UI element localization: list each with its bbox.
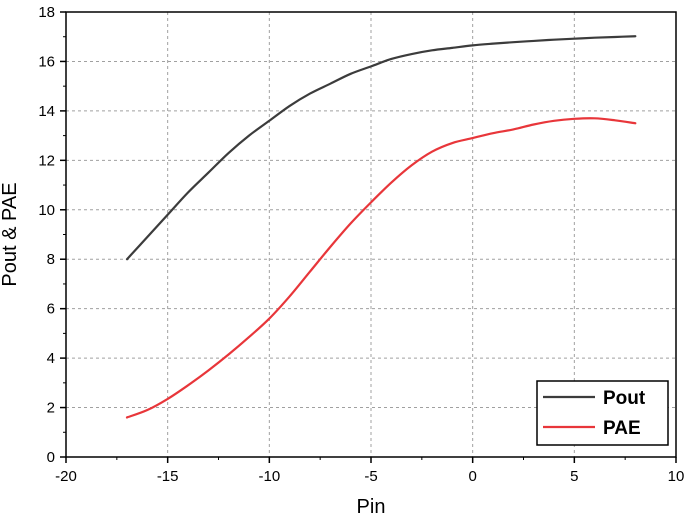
x-tick-label: 10 bbox=[668, 468, 685, 485]
y-tick-label: 8 bbox=[47, 251, 55, 268]
y-tick-label: 0 bbox=[47, 449, 55, 466]
grid bbox=[66, 12, 676, 457]
x-axis-title: Pin bbox=[357, 496, 386, 518]
y-tick-label: 16 bbox=[38, 53, 55, 70]
legend-label-pout: Pout bbox=[603, 388, 646, 409]
series-line-pout bbox=[125, 35, 637, 261]
y-tick-label: 14 bbox=[38, 103, 55, 120]
legend: Pout PAE bbox=[536, 380, 669, 446]
x-tick-label: -15 bbox=[157, 468, 179, 485]
x-tick-label: 5 bbox=[570, 468, 578, 485]
legend-box bbox=[536, 380, 669, 446]
ticks bbox=[60, 11, 677, 463]
tick-labels: -20 -15 -10 -5 0 5 10 0 2 4 6 8 10 12 14 16 18 bbox=[38, 4, 684, 485]
series-layer bbox=[125, 35, 637, 419]
y-tick-label: 12 bbox=[38, 152, 55, 169]
x-tick-label: -10 bbox=[258, 468, 280, 485]
y-tick-label: 2 bbox=[47, 400, 55, 417]
y-tick-label: 4 bbox=[47, 350, 55, 367]
y-tick-label: 10 bbox=[38, 202, 55, 219]
y-tick-label: 6 bbox=[47, 301, 55, 318]
x-tick-label: 0 bbox=[468, 468, 476, 485]
series-line-pae bbox=[125, 117, 637, 419]
x-tick-label: -5 bbox=[364, 468, 377, 485]
y-axis-title: Pout & PAE bbox=[0, 182, 21, 286]
y-tick-label: 18 bbox=[38, 4, 55, 21]
legend-label-pae: PAE bbox=[603, 418, 641, 439]
x-tick-label: -20 bbox=[55, 468, 77, 485]
